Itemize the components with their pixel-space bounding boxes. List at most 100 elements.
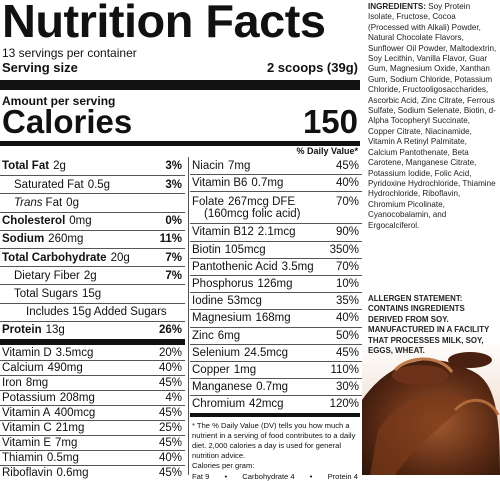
nutrient-row: Iron 8mg 45% (0, 375, 185, 390)
nutrient-amount: 8mg (25, 377, 49, 389)
nutrient-name: Cholesterol (2, 215, 66, 228)
nutrient-name: Sodium (2, 233, 45, 246)
calories-per-gram-label: Calories per gram: (192, 460, 255, 470)
nutrient-amount: 168mg (255, 312, 291, 325)
nutrient-amount: 2g (53, 160, 66, 173)
nutrient-row: Total Sugars 15g (0, 284, 185, 302)
nutrient-row: Sodium 260mg 11% (0, 229, 185, 248)
nutrient-dv: 26% (158, 324, 182, 337)
calories-per-gram-item: Protein 4 (327, 471, 358, 481)
nutrient-row: Saturated Fat 0.5g 3% (0, 175, 185, 193)
nutrient-amount: 21mg (55, 422, 85, 434)
calories-per-gram-item: Fat 9 (192, 471, 210, 481)
nutrient-dv: 45% (335, 159, 359, 172)
nutrient-name: Calcium (2, 362, 44, 374)
servings: 13 servings per container (2, 46, 137, 60)
footnote: * The % Daily Value (DV) tells you how m… (192, 420, 356, 460)
nutrient-dv: 11% (159, 233, 182, 246)
nutrient-dv: 40% (158, 452, 182, 464)
nutrient-amount: 490mg (47, 362, 83, 374)
nutrient-name: Copper (192, 364, 230, 377)
nutrient-row: Total Fat 2g 3% (0, 157, 185, 175)
nutrient-amount: 15g (81, 287, 102, 300)
nutrient-name: Protein (2, 324, 42, 337)
thick-rule (0, 339, 185, 345)
nutrient-amount: 6mg (217, 329, 241, 342)
nutrient-amount: 0.5mg (46, 452, 79, 464)
ingredients: INGREDIENTS: Soy Protein Isolate, Fructo… (368, 2, 498, 231)
nutrient-amount: 105mcg (224, 243, 266, 256)
nutrient-amount: 7mg (55, 437, 78, 449)
nutrient-name: Folate (192, 195, 224, 208)
nutrient-row: Thiamin 0.5mg 40% (0, 450, 185, 465)
nutrient-amount: 0.6mg (56, 467, 89, 479)
nutrient-name: Riboflavin (2, 467, 53, 479)
nutrient-dv: 120% (329, 398, 359, 411)
nutrient-amount: 24.5mcg (243, 346, 289, 359)
nutrient-note: (160mcg folic acid) (204, 207, 301, 220)
ingredients-label: INGREDIENTS: (368, 2, 427, 11)
nutrient-name: Phosphorus (192, 278, 254, 291)
nutrient-amount: 0.5g (87, 178, 111, 191)
nutrient-dv: 40% (335, 177, 359, 190)
nutrient-name: Includes 15g Added Sugars (26, 306, 167, 319)
nutrient-amount: 2g (83, 269, 97, 282)
nutrient-amount: 0.7mg (256, 381, 289, 394)
nutrient-name: Dietary Fiber (14, 269, 80, 282)
ingredients-text: Soy Protein Isolate, Fructose, Cocoa (Pr… (368, 2, 497, 230)
nutrient-row: Vitamin E 7mg 45% (0, 435, 185, 450)
nutrient-amount: 53mcg (227, 295, 262, 308)
nutrient-name: Total Fat (2, 160, 50, 173)
nutrient-row: Riboflavin 0.6mg 45% (0, 465, 185, 480)
nutrient-amount: 13g (45, 324, 65, 337)
nutrient-dv: 50% (335, 329, 359, 342)
nutrient-row: Zinc 6mg 50% (190, 326, 362, 344)
nutrient-dv: 3% (165, 160, 182, 173)
nutrient-amount: 1mg (233, 364, 257, 377)
nutrient-row: Manganese 0.7mg 30% (190, 378, 362, 395)
nutrient-amount: 3.5mg (281, 260, 314, 273)
nutrient-amount: 20g (110, 251, 130, 264)
nutrient-dv: 25% (158, 422, 182, 434)
nutrient-name: Vitamin C (2, 422, 52, 434)
nutrient-row: Trans Fat 0g (0, 193, 185, 211)
nutrient-amount: 42mcg (249, 398, 284, 411)
nutrient-row: Chromium 42mcg 120% (190, 395, 362, 412)
nutrient-name: Manganese (192, 381, 253, 394)
nutrient-name: Total Carbohydrate (2, 251, 107, 264)
nutrient-name: Zinc (192, 329, 214, 342)
nutrient-row: Phosphorus 126mg 10% (190, 275, 362, 292)
nutrient-row: Pantothenic Acid 3.5mg 70% (190, 257, 362, 275)
nutrient-amount: 126mg (257, 278, 293, 291)
nutrient-row: Magnesium 168mg 40% (190, 309, 362, 326)
nutrient-row: Biotin 105mcg 350% (190, 240, 362, 258)
nutrient-name: Vitamin B6 (192, 177, 248, 190)
nutrient-dv: 45% (158, 377, 182, 389)
nutrient-dv: 40% (158, 362, 182, 374)
nutrient-amount: 0mg (69, 215, 92, 228)
nutrient-dv: 70% (335, 195, 359, 208)
serving-size-label: Serving size (2, 60, 78, 75)
footnote-rule (190, 412, 360, 417)
serving-size: Serving size 2 scoops (39g) (2, 60, 358, 75)
nutrient-dv: 45% (158, 467, 182, 479)
amount-per-serving: Amount per serving (2, 94, 116, 108)
calories-per-gram-item: Carbohydrate 4 (242, 471, 295, 481)
nutrient-amount: 3.5mcg (55, 346, 94, 359)
nutrient-amount: 260mg (48, 233, 84, 246)
nutrient-name: Total Sugars (14, 287, 78, 300)
nutrient-row: Vitamin B6 0.7mg 40% (190, 174, 362, 191)
nutrient-amount: 208mg (59, 392, 95, 404)
nutrient-name: Potassium (2, 392, 56, 404)
nutrient-row: Vitamin D 3.5mcg 20% (0, 345, 185, 360)
nutrient-dv: 45% (158, 407, 182, 419)
nutrient-name: Iron (2, 377, 22, 389)
nutrient-dv: 45% (158, 437, 182, 449)
bullet: • (224, 471, 228, 481)
calories-value: 150 (302, 103, 358, 140)
daily-value-header: % Daily Value* (296, 146, 358, 156)
nutrient-row: Copper 1mg 110% (190, 361, 362, 378)
nutrient-row: Vitamin B12 2.1mcg 90% (190, 223, 362, 240)
